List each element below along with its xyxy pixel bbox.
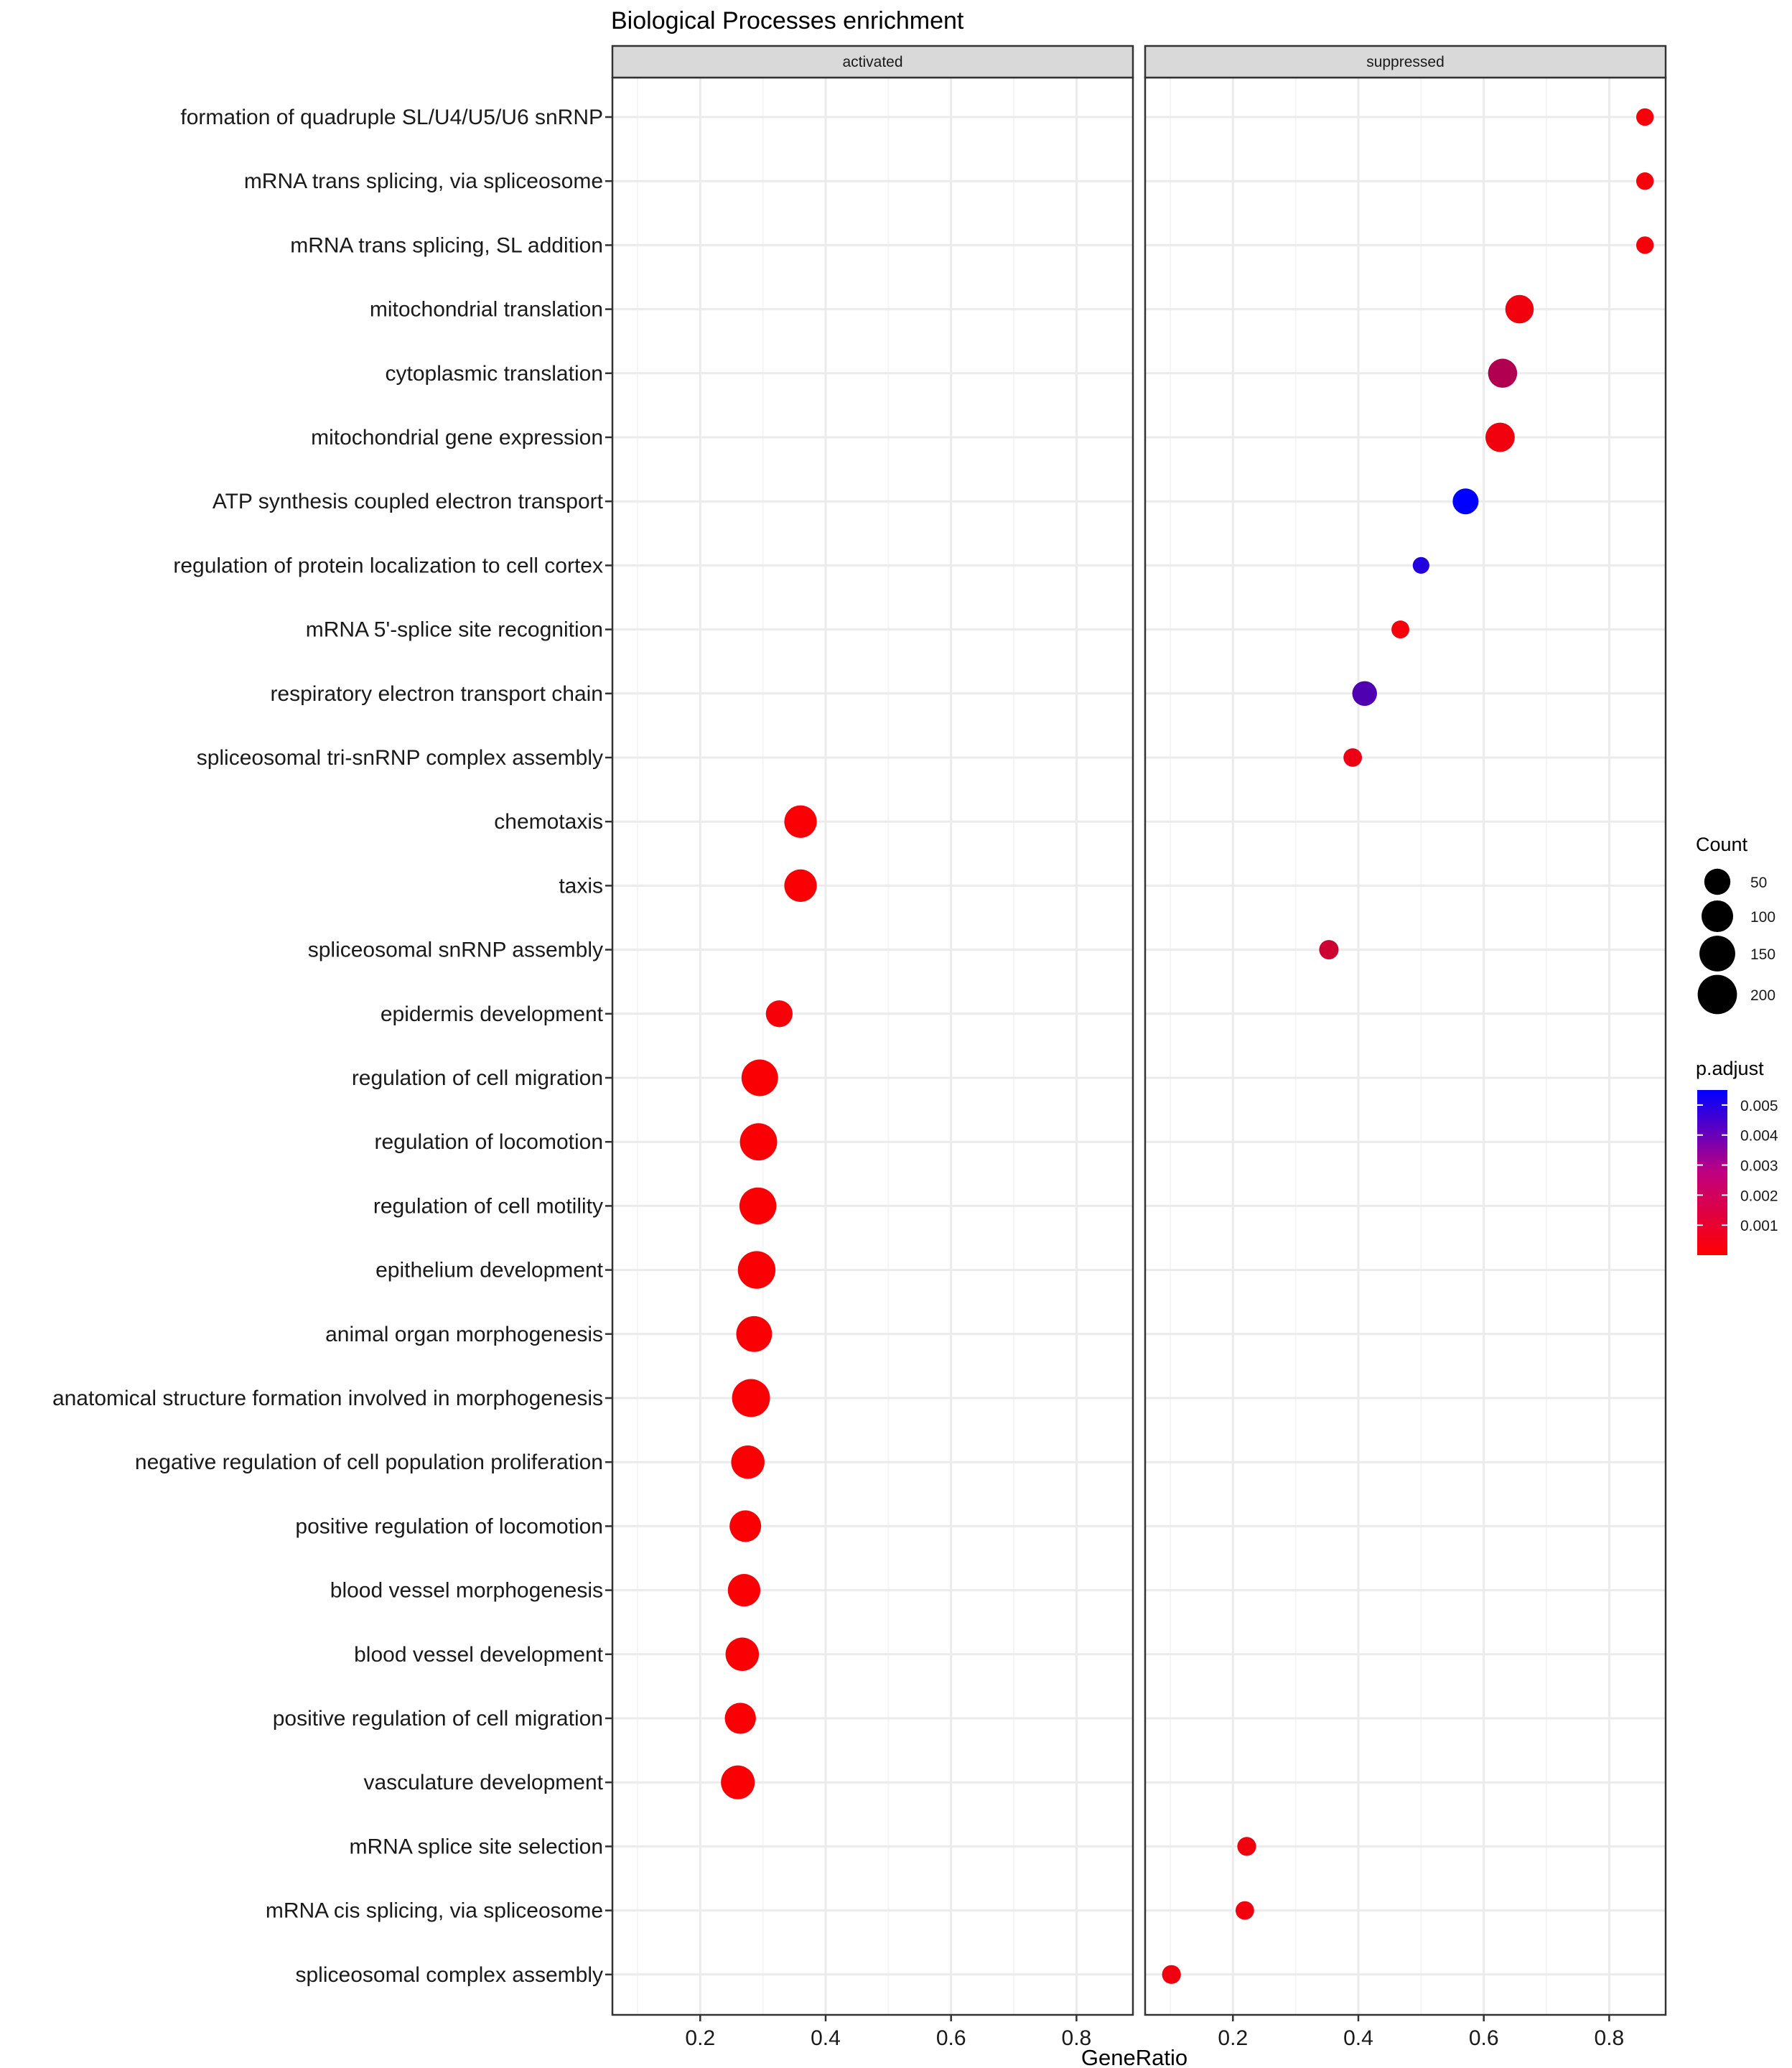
x-tick-label: 0.4 [811,2026,841,2050]
term-label: positive regulation of cell migration [273,1707,603,1731]
size-legend-label: 150 [1750,946,1775,963]
panel-activated: activated 0.2 0.4 0.6 0.8 [611,45,1134,2050]
legend: Count 50 100 150 200 p.adjust 0.001 0.002 0.003 0… [1696,834,1778,1255]
term-label: regulation of cell motility [373,1194,603,1218]
term-label: anatomical structure formation involved … [52,1387,603,1410]
term-label: ATP synthesis coupled electron transport [213,490,604,513]
data-point [732,1379,770,1417]
data-point [1162,1965,1181,1984]
data-point [1505,294,1534,324]
x-tick-label: 0.6 [936,2026,966,2050]
data-point [725,1637,760,1672]
panel-background [1145,78,1666,2015]
color-legend-label: 0.002 [1740,1188,1778,1204]
term-label: spliceosomal tri-snRNP complex assembly [197,746,603,770]
x-tick-label: 0.8 [1595,2026,1625,2050]
strip-background [1144,45,1667,79]
color-legend-title: p.adjust [1696,1058,1764,1079]
term-label: mRNA 5'-splice site recognition [306,618,603,642]
term-label: positive regulation of locomotion [295,1514,603,1538]
data-point [1343,748,1363,767]
panel-background [612,78,1133,2015]
size-legend-label: 200 [1750,987,1775,1004]
term-label: negative regulation of cell population p… [135,1450,603,1474]
x-tick-label: 0.4 [1343,2026,1373,2050]
term-label: regulation of protein localization to ce… [173,554,603,577]
size-legend-label: 100 [1750,909,1775,926]
strip-label-suppressed: suppressed [1366,54,1445,70]
data-point [1485,422,1515,452]
x-tick-label: 0.2 [685,2026,715,2050]
data-point [739,1187,777,1225]
facet-panels: activated 0.2 0.4 0.6 0.8 suppressed 0.2 0.4 0.6… [611,45,1667,2050]
data-point [1412,556,1429,574]
size-legend-label: 50 [1750,875,1767,891]
term-labels: formation of quadruple SL/U4/U5/U6 snRNP… [52,106,612,1987]
color-legend-label: 0.005 [1740,1098,1778,1114]
term-label: regulation of cell migration [352,1066,603,1090]
term-label: cytoplasmic translation [386,362,603,386]
term-label: mitochondrial translation [370,298,603,322]
term-label: blood vessel development [354,1643,604,1667]
term-label: vasculature development [363,1771,603,1794]
data-points [721,108,1654,1984]
term-label: respiratory electron transport chain [270,682,603,706]
data-point [1352,681,1377,707]
size-legend-key [1704,868,1731,895]
data-point [1635,172,1654,190]
data-point [724,1703,756,1734]
data-point [1635,108,1654,126]
data-point [721,1765,755,1799]
term-label: mRNA splice site selection [350,1835,603,1858]
x-tick-label: 0.2 [1218,2026,1248,2050]
x-tick-label: 0.6 [1469,2026,1499,2050]
term-label: mRNA trans splicing, SL addition [290,233,603,257]
data-point [784,869,817,903]
term-label: regulation of locomotion [374,1130,603,1154]
term-label: epidermis development [381,1002,604,1026]
x-tick-label: 0.8 [1062,2026,1092,2050]
color-legend-label: 0.003 [1740,1158,1778,1175]
data-point [737,1251,776,1289]
term-label: mRNA cis splicing, via spliceosome [266,1899,603,1923]
data-point [1319,940,1339,960]
term-label: mitochondrial gene expression [311,426,603,450]
data-point [1488,358,1518,388]
term-label: taxis [559,874,603,898]
term-label: mRNA trans splicing, via spliceosome [244,169,603,193]
data-point [765,1000,793,1028]
term-label: spliceosomal complex assembly [296,1963,604,1987]
term-label: animal organ morphogenesis [325,1323,603,1346]
color-legend-label: 0.001 [1740,1218,1778,1234]
data-point [729,1510,762,1542]
data-point [1237,1837,1256,1856]
data-point [739,1123,778,1161]
data-point [736,1315,773,1352]
panel-suppressed: suppressed 0.2 0.4 0.6 0.8 [1144,45,1667,2050]
size-legend-title: Count [1696,834,1748,855]
term-label: blood vessel morphogenesis [330,1579,603,1603]
size-legend-key [1699,936,1735,972]
strip-label-activated: activated [842,54,902,70]
data-point [1635,236,1654,254]
color-legend-label: 0.004 [1740,1128,1778,1145]
data-point [784,805,817,838]
data-point [727,1573,761,1607]
data-point [731,1445,765,1479]
size-legend-key [1702,900,1733,932]
x-axis-title: GeneRatio [1081,2045,1187,2068]
chart-title: Biological Processes enrichment [611,7,964,34]
color-legend-bar [1697,1090,1727,1255]
term-label: epithelium development [375,1259,604,1282]
term-label: formation of quadruple SL/U4/U5/U6 snRNP [180,106,603,129]
term-label: spliceosomal snRNP assembly [308,938,603,962]
data-point [1235,1901,1254,1920]
data-point [741,1059,778,1096]
size-legend-key [1697,974,1737,1015]
data-point [1452,488,1479,515]
term-label: chemotaxis [494,810,603,834]
data-point [1391,620,1409,639]
strip-background [611,45,1134,79]
